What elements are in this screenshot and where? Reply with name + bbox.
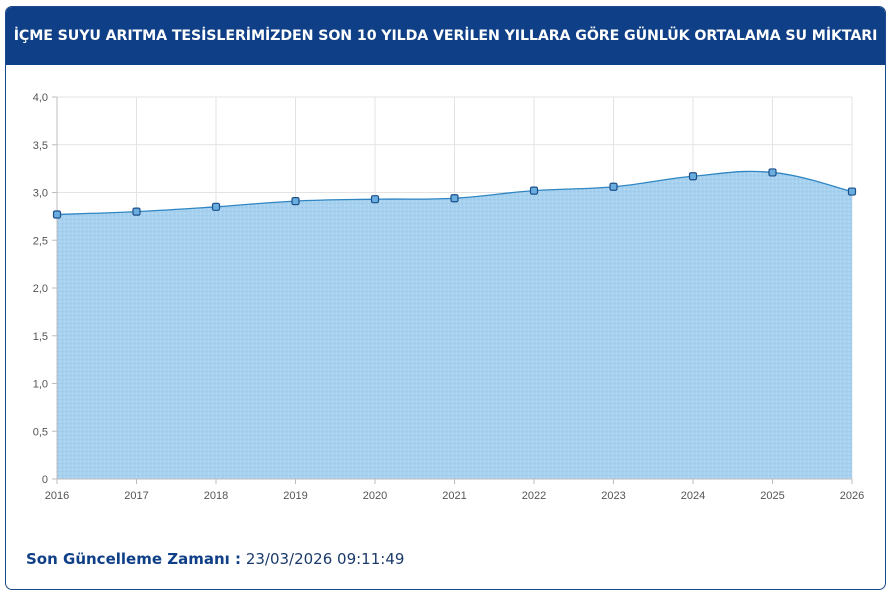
x-tick-label: 2026 (840, 490, 864, 502)
y-tick-label: 2,0 (33, 283, 48, 295)
data-point-2019[interactable] (291, 196, 300, 206)
axes: 0 0,5 1,0 1,5 2,0 2,5 3,0 3,5 4,0 2016 2017 2018 201… (33, 92, 865, 502)
x-tick-label: 2022 (522, 490, 546, 502)
area-fill (57, 171, 852, 479)
data-point-2025[interactable] (768, 168, 777, 177)
y-tick-label: 0,5 (33, 426, 48, 438)
y-tick-label: 4,0 (33, 92, 48, 104)
y-tick-label: 1,0 (33, 379, 48, 391)
y-tick-label: 2,5 (33, 235, 48, 247)
y-tick-label: 3,0 (33, 188, 48, 200)
data-point-2026[interactable] (847, 187, 857, 196)
x-tick-label: 2021 (442, 490, 466, 502)
data-point-2022[interactable] (529, 186, 539, 195)
x-tick-label: 2019 (283, 490, 307, 502)
area-chart: 0 0,5 1,0 1,5 2,0 2,5 3,0 3,5 4,0 2016 2017 2018 201… (33, 92, 865, 502)
data-point-2020[interactable] (370, 195, 380, 204)
data-point-2016[interactable] (52, 210, 62, 219)
y-tick-label: 3,5 (33, 140, 48, 152)
data-point-2018[interactable] (211, 202, 221, 211)
chart-title: İÇME SUYU ARITMA TESİSLERİMİZDEN SON 10 … (13, 28, 878, 44)
x-tick-label: 2024 (681, 490, 705, 502)
last-update-label: Son Güncelleme Zamanı : (26, 550, 242, 568)
y-tick-label: 0 (42, 474, 48, 486)
data-points (52, 168, 857, 219)
x-tick-label: 2020 (363, 490, 387, 502)
last-update: Son Güncelleme Zamanı : 23/03/2026 09:11… (26, 550, 404, 568)
x-tick-label: 2025 (760, 490, 784, 502)
data-point-2023[interactable] (609, 182, 618, 191)
data-point-2017[interactable] (132, 207, 141, 216)
data-point-2024[interactable] (688, 172, 698, 181)
chart-header: İÇME SUYU ARITMA TESİSLERİMİZDEN SON 10 … (6, 7, 885, 65)
x-tick-label: 2023 (601, 490, 625, 502)
chart-card: İÇME SUYU ARITMA TESİSLERİMİZDEN SON 10 … (5, 6, 886, 590)
x-tick-label: 2017 (124, 490, 148, 502)
data-point-2021[interactable] (450, 194, 459, 203)
last-update-value: 23/03/2026 09:11:49 (245, 550, 405, 568)
x-tick-label: 2018 (204, 490, 228, 502)
x-tick-label: 2016 (45, 490, 69, 502)
y-tick-label: 1,5 (33, 331, 48, 343)
area-series (56, 170, 853, 479)
